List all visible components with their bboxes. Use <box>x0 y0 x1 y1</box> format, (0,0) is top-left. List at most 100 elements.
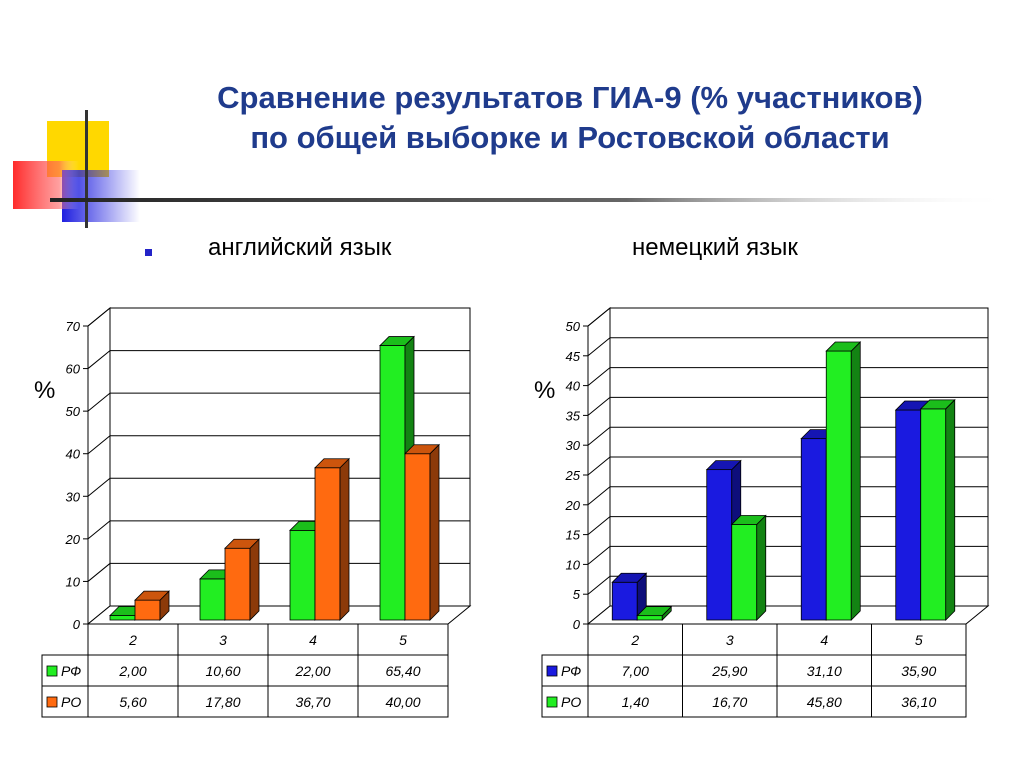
decorative-corner-graphic <box>13 110 1010 228</box>
title-line-2: по общей выборке и Ростовской области <box>250 120 890 155</box>
y-tick-label: 0 <box>573 617 581 632</box>
gridline <box>87 307 470 327</box>
data-value-label: 31,10 <box>807 663 842 679</box>
bar-front <box>379 345 406 621</box>
bar-side <box>945 398 956 621</box>
legend-swatch <box>46 696 58 708</box>
data-value-label: 65,40 <box>385 663 420 679</box>
category-label: 4 <box>309 632 317 648</box>
bar-РО-5 <box>919 398 956 621</box>
gridline <box>587 575 988 595</box>
bar-front <box>314 467 341 621</box>
gridline <box>87 562 470 582</box>
category-label: 2 <box>630 632 639 648</box>
bar-top <box>314 458 350 469</box>
legend-series-name: РО <box>561 694 581 710</box>
y-tick-label: 40 <box>566 379 581 394</box>
bar-РО-5 <box>404 443 440 621</box>
bullet-icon <box>145 249 152 256</box>
bar-РО-2 <box>134 590 170 621</box>
bar-top <box>825 341 862 352</box>
gridline <box>587 367 988 386</box>
data-value-label: 36,10 <box>901 694 936 710</box>
data-value-label: 35,90 <box>901 663 936 679</box>
bar-front <box>731 524 758 621</box>
category-label: 5 <box>399 632 407 648</box>
bar-side <box>850 341 861 621</box>
bar-РО-3 <box>224 538 260 621</box>
legend-series-name: РФ <box>61 663 81 679</box>
y-tick-label: 20 <box>565 498 581 513</box>
data-value-label: 22,00 <box>294 663 330 679</box>
bar-РО-4 <box>825 341 862 621</box>
bar-front <box>825 350 852 621</box>
category-label: 5 <box>915 632 923 648</box>
gridline <box>587 396 988 416</box>
y-tick-label: 35 <box>566 408 581 423</box>
bar-front <box>289 529 316 621</box>
gridline <box>587 426 988 446</box>
category-label: 2 <box>128 632 137 648</box>
deco-vertical-line <box>85 110 88 228</box>
data-value-label: 16,70 <box>712 694 747 710</box>
bar-top <box>611 572 648 583</box>
label-german: немецкий язык <box>632 234 798 261</box>
category-label: 3 <box>726 632 734 648</box>
y-tick-label: 15 <box>566 528 581 543</box>
legend-series-name: РО <box>61 694 81 710</box>
bar-front <box>636 615 663 621</box>
bar-top <box>919 399 956 410</box>
gridline <box>87 392 470 412</box>
bar-РФ-2 <box>611 572 648 621</box>
category-label: 3 <box>219 632 227 648</box>
data-value-label: 7,00 <box>622 663 649 679</box>
y-tick-label: 60 <box>66 362 81 377</box>
gridline <box>587 516 988 535</box>
y-tick-label: 40 <box>66 447 81 462</box>
y-tick-label: 50 <box>566 319 581 334</box>
legend-series-name: РФ <box>561 663 581 679</box>
legend-swatch <box>546 696 558 708</box>
gridline <box>87 520 470 540</box>
data-value-label: 1,40 <box>622 694 649 710</box>
gridline <box>587 545 988 565</box>
gridline <box>587 307 988 327</box>
gridline <box>587 486 988 506</box>
data-value-label: 2,00 <box>118 663 146 679</box>
bar-РО-3 <box>730 514 767 621</box>
y-tick-label: 30 <box>66 489 81 504</box>
bar-РО-2 <box>636 605 673 621</box>
bar-front <box>895 409 922 621</box>
title-line-1: Сравнение результатов ГИА-9 (% участнико… <box>217 80 923 115</box>
bar-РФ-3 <box>705 459 742 621</box>
y-axis-label: % <box>34 377 55 404</box>
gridline <box>87 350 470 369</box>
bar-top <box>730 515 767 525</box>
y-tick-label: 30 <box>566 438 581 453</box>
y-tick-label: 20 <box>65 532 81 547</box>
bar-front <box>920 408 947 621</box>
legend-swatch <box>546 665 558 677</box>
data-value-label: 25,90 <box>711 663 747 679</box>
bar-front <box>199 578 226 621</box>
bar-top <box>379 336 415 346</box>
data-value-label: 17,80 <box>205 694 240 710</box>
y-tick-label: 5 <box>573 587 581 602</box>
bar-top <box>224 538 260 549</box>
category-label: 4 <box>820 632 828 648</box>
gridline <box>587 456 988 476</box>
page-title: Сравнение результатов ГИА-9 (% участнико… <box>140 78 1000 158</box>
y-tick-label: 45 <box>566 349 581 364</box>
bar-front <box>224 547 251 621</box>
y-tick-label: 25 <box>565 468 581 483</box>
y-tick-label: 10 <box>566 557 581 572</box>
label-english: английский язык <box>208 234 392 261</box>
data-value-label: 5,60 <box>119 694 146 710</box>
data-value-label: 10,60 <box>205 663 240 679</box>
bar-top <box>404 444 440 455</box>
y-tick-label: 70 <box>66 319 81 334</box>
bar-front <box>611 581 638 621</box>
data-value-label: 45,80 <box>807 694 842 710</box>
